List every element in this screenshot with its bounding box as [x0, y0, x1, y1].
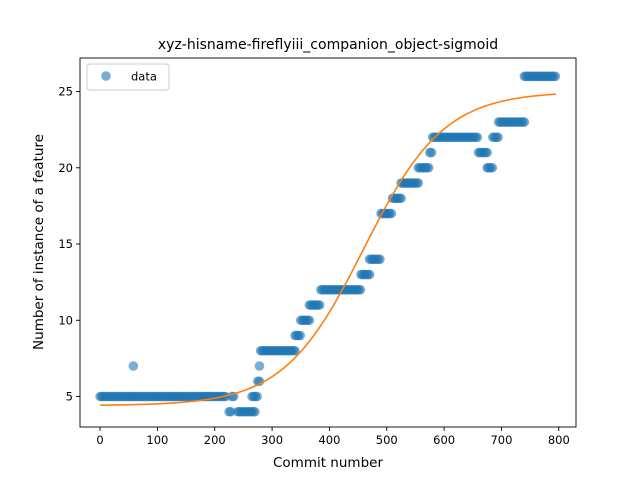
data-point — [424, 163, 434, 173]
y-tick-label: 10 — [58, 313, 73, 327]
x-axis-label: Commit number — [273, 455, 383, 471]
y-tick-label: 15 — [58, 237, 73, 251]
data-point — [414, 178, 424, 188]
data-point — [427, 148, 437, 158]
plot-background — [80, 58, 576, 427]
data-point — [356, 285, 366, 295]
x-tick-label: 100 — [146, 433, 168, 447]
x-tick-label: 0 — [96, 433, 103, 447]
x-tick-label: 300 — [261, 433, 283, 447]
data-point — [295, 331, 305, 341]
legend-marker-data — [101, 71, 111, 81]
y-axis-label: Number of instance of a feature — [31, 134, 47, 350]
data-point — [387, 209, 397, 219]
data-point — [365, 270, 375, 280]
data-point — [305, 315, 315, 325]
data-point — [487, 163, 497, 173]
data-point — [520, 117, 530, 127]
x-tick-label: 200 — [204, 433, 226, 447]
y-tick-label: 20 — [58, 161, 73, 175]
data-point — [473, 132, 483, 142]
data-point — [315, 300, 325, 310]
data-point — [375, 254, 385, 264]
data-point — [396, 193, 406, 203]
x-tick-label: 500 — [376, 433, 398, 447]
data-point — [250, 407, 260, 417]
legend-label-data: data — [131, 70, 157, 84]
data-point — [255, 361, 265, 371]
x-tick-label: 800 — [548, 433, 570, 447]
data-point — [129, 361, 139, 371]
x-tick-label: 400 — [318, 433, 340, 447]
y-tick-label: 5 — [66, 390, 73, 404]
legend: data — [87, 64, 169, 90]
x-axis: 0 100 200 300 400 500 600 700 800 — [96, 427, 569, 447]
data-point — [551, 71, 561, 81]
chart-title: xyz-hisname-fireflyiii_companion_object-… — [158, 37, 498, 53]
x-tick-label: 600 — [433, 433, 455, 447]
y-axis: 5 10 15 20 25 — [58, 85, 80, 404]
data-point — [482, 148, 492, 158]
x-tick-label: 700 — [490, 433, 512, 447]
data-point — [252, 392, 262, 402]
y-tick-label: 25 — [58, 85, 73, 99]
data-point — [493, 132, 503, 142]
